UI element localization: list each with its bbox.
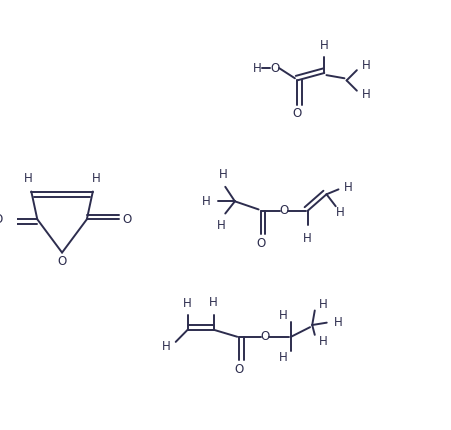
Text: H: H [216, 219, 226, 232]
Text: H: H [253, 61, 262, 74]
Text: H: H [336, 206, 345, 219]
Text: O: O [256, 237, 265, 250]
Text: H: H [320, 39, 329, 52]
Text: H: H [23, 172, 32, 185]
Text: O: O [270, 61, 279, 74]
Text: H: H [344, 181, 353, 194]
Text: H: H [319, 335, 328, 348]
Text: O: O [0, 213, 2, 226]
Text: H: H [92, 172, 101, 185]
Text: H: H [209, 296, 218, 309]
Text: H: H [279, 351, 288, 364]
Text: H: H [219, 168, 227, 181]
Text: H: H [334, 316, 343, 329]
Text: O: O [261, 330, 270, 343]
Text: H: H [183, 297, 192, 310]
Text: O: O [292, 107, 302, 120]
Text: H: H [304, 232, 312, 245]
Text: H: H [362, 59, 371, 72]
Text: O: O [122, 213, 131, 226]
Text: H: H [279, 309, 288, 322]
Text: H: H [362, 89, 371, 101]
Text: H: H [202, 195, 211, 208]
Text: O: O [280, 204, 289, 217]
Text: H: H [319, 298, 328, 310]
Text: O: O [57, 255, 67, 267]
Text: H: H [161, 340, 170, 353]
Text: O: O [235, 363, 244, 376]
